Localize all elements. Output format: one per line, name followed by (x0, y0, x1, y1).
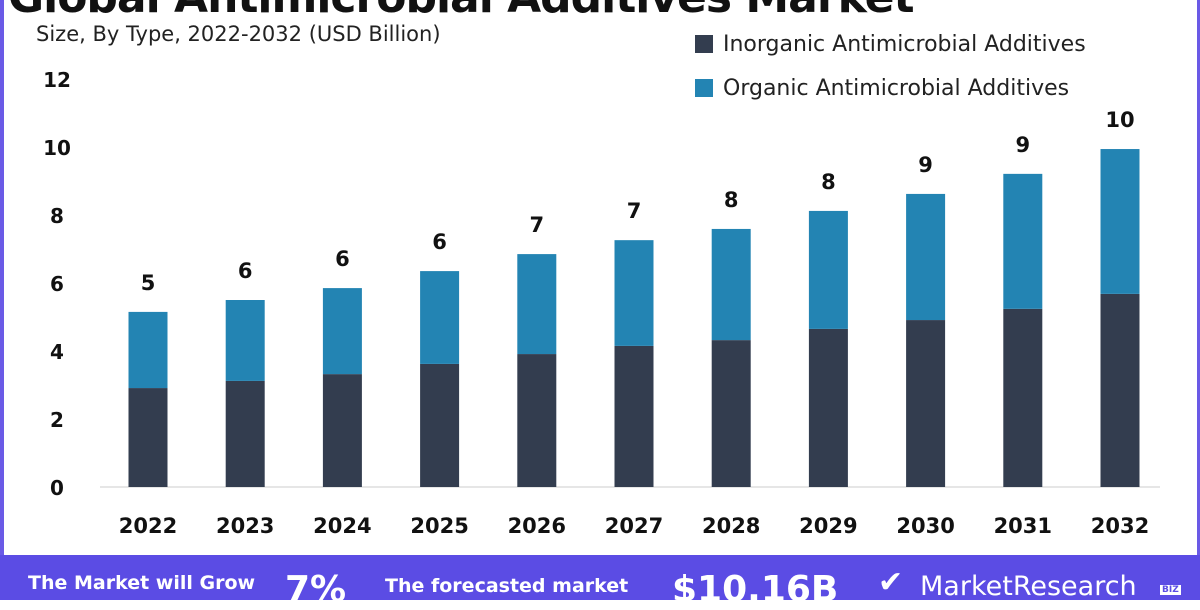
forecast-text: The forecasted market (385, 575, 629, 597)
y-tick-label: 6 (50, 272, 64, 296)
total-label: 6 (432, 230, 447, 254)
left-border (0, 0, 4, 555)
legend-item-inorganic: Inorganic Antimicrobial Additives (695, 22, 1086, 66)
y-tick-label: 12 (43, 68, 71, 92)
chart-title: Global Antimicrobial Additives Market (8, 0, 915, 23)
bar-organic-2025 (420, 271, 460, 364)
x-tick-label: 2029 (799, 514, 857, 538)
bar-inorganic-2027 (614, 345, 654, 487)
bar-organic-2023 (225, 300, 265, 381)
total-label: 7 (529, 213, 544, 237)
bar-organic-2029 (808, 210, 848, 329)
bar-chart: 0 2 4 6 8 10 12 5 2022 6 2023 6 2024 6 2025 7 2026 7 2027 8… (43, 68, 1160, 538)
bar-inorganic-2022 (128, 388, 168, 487)
bar-inorganic-2029 (808, 328, 848, 487)
chart-subtitle: Size, By Type, 2022-2032 (USD Billion) (36, 22, 441, 46)
right-border (1197, 0, 1200, 555)
total-label: 10 (1105, 108, 1134, 132)
y-tick-label: 4 (50, 340, 64, 364)
x-tick-label: 2022 (119, 514, 177, 538)
legend: Inorganic Antimicrobial Additives Organi… (695, 22, 1086, 110)
x-tick-label: 2025 (410, 514, 468, 538)
bar-organic-2028 (711, 228, 751, 341)
x-tick-label: 2030 (896, 514, 954, 538)
grow-text: The Market will Grow (28, 572, 256, 594)
bar-organic-2030 (906, 193, 946, 321)
total-label: 9 (918, 153, 933, 177)
x-tick-label: 2028 (702, 514, 760, 538)
legend-label: Organic Antimicrobial Additives (723, 75, 1070, 101)
x-tick-label: 2024 (313, 514, 371, 538)
bar-inorganic-2023 (225, 380, 265, 487)
bar-inorganic-2031 (1003, 308, 1043, 487)
x-tick-label: 2027 (605, 514, 663, 538)
x-tick-label: 2032 (1091, 514, 1149, 538)
x-tick-label: 2026 (508, 514, 566, 538)
bar-inorganic-2028 (711, 340, 751, 487)
bar-inorganic-2024 (322, 374, 362, 487)
bar-organic-2022 (128, 311, 168, 389)
footer-banner: The Market will Grow 7% The forecasted m… (0, 555, 1200, 610)
bar-inorganic-2025 (420, 363, 460, 487)
total-label: 7 (627, 199, 642, 223)
bar-organic-2026 (517, 254, 557, 355)
brand-logo: MarketResearch (920, 571, 1137, 602)
total-label: 9 (1015, 133, 1030, 157)
total-label: 5 (141, 271, 156, 295)
total-label: 6 (335, 247, 350, 271)
bar-inorganic-2026 (517, 354, 557, 487)
bar-organic-2031 (1003, 173, 1043, 309)
y-tick-label: 10 (43, 136, 71, 160)
brand-suffix: BIZ (1160, 585, 1181, 595)
cagr-value: 7% (285, 569, 347, 610)
total-label: 8 (724, 188, 739, 212)
forecast-value: $10.16B (672, 569, 839, 610)
legend-item-organic: Organic Antimicrobial Additives (695, 66, 1086, 110)
y-tick-label: 0 (50, 476, 64, 500)
legend-label: Inorganic Antimicrobial Additives (723, 31, 1086, 57)
x-tick-label: 2023 (216, 514, 274, 538)
total-label: 6 (238, 259, 253, 283)
total-label: 8 (821, 170, 836, 194)
bar-organic-2027 (614, 240, 654, 346)
bar-inorganic-2030 (906, 320, 946, 487)
y-tick-label: 8 (50, 204, 64, 228)
legend-swatch (695, 79, 713, 97)
legend-swatch (695, 35, 713, 53)
bar-inorganic-2032 (1100, 293, 1140, 487)
bar-organic-2032 (1100, 149, 1140, 294)
y-tick-label: 2 (50, 408, 64, 432)
x-tick-label: 2031 (994, 514, 1052, 538)
logo-icon: ✔ (878, 565, 904, 600)
bar-organic-2024 (322, 288, 362, 375)
